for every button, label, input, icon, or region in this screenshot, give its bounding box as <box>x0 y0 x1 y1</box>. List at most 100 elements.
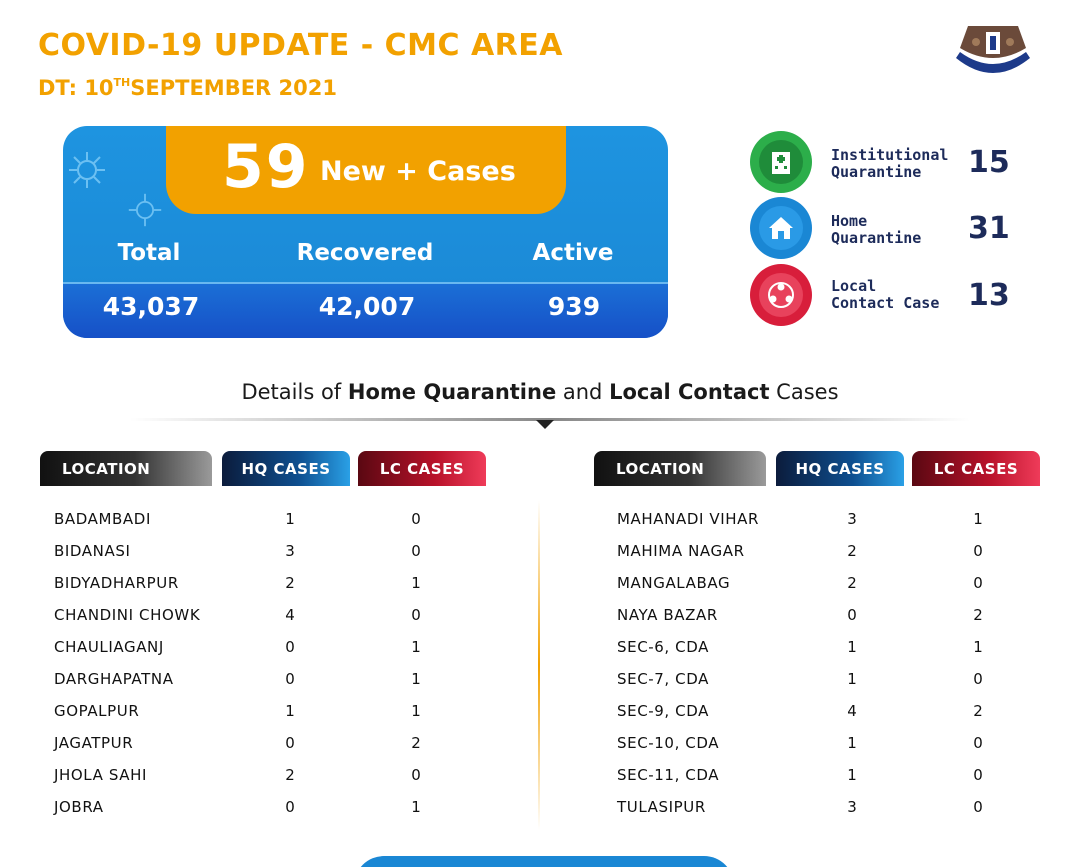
active-value: 939 <box>547 292 601 321</box>
lc-cases-cell: 0 <box>411 766 421 784</box>
lc-cases-cell: 0 <box>973 574 983 592</box>
hq-cases-cell: 1 <box>285 510 295 528</box>
lc-cases-cell: 1 <box>411 702 421 720</box>
institutional-quarantine-value: 15 <box>968 145 1010 180</box>
recovered-label: Recovered <box>296 240 434 266</box>
hq-cases-cell: 4 <box>847 702 857 720</box>
table-row: GOPALPUR 1 1 <box>54 702 514 732</box>
lc-cases-cell: 2 <box>411 734 421 752</box>
new-cases-banner: 59 New + Cases <box>166 126 566 214</box>
hq-cases-cell: 0 <box>285 638 295 656</box>
location-cell: JOBRA <box>54 798 104 816</box>
page-title: COVID-19 UPDATE - CMC AREA <box>38 28 563 63</box>
location-cell: BADAMBADI <box>54 510 151 528</box>
table-row: BIDANASI 3 0 <box>54 542 514 572</box>
hq-cases-cell: 1 <box>847 734 857 752</box>
location-cell: SEC-7, CDA <box>617 670 709 688</box>
home-quarantine-value: 31 <box>968 211 1010 246</box>
local-contact-value: 13 <box>968 278 1010 313</box>
summary-card: 59 New + Cases Total Recovered Active 43… <box>63 126 668 338</box>
hq-cases-cell: 0 <box>285 798 295 816</box>
hq-cases-cell: 4 <box>285 606 295 624</box>
table-row: SEC-7, CDA 1 0 <box>617 670 1077 700</box>
cmc-logo <box>956 26 1030 73</box>
location-cell: JHOLA SAHI <box>54 766 148 784</box>
lc-cases-cell: 1 <box>411 638 421 656</box>
table-row: BADAMBADI 1 0 <box>54 510 514 540</box>
hq-cases-cell: 3 <box>847 798 857 816</box>
footer-banner <box>354 856 734 867</box>
institutional-quarantine-stat: Institutional Quarantine 15 <box>750 131 1040 195</box>
hq-cases-cell: 2 <box>847 542 857 560</box>
people-icon <box>759 273 803 317</box>
hq-cases-cell: 1 <box>285 702 295 720</box>
hq-cases-cell: 2 <box>285 574 295 592</box>
location-cell: DARGHAPATNA <box>54 670 174 688</box>
location-cell: MANGALABAG <box>617 574 731 592</box>
table-separator <box>538 500 540 830</box>
report-date: DT: 10THSEPTEMBER 2021 <box>38 76 337 100</box>
hq-cases-cell: 0 <box>847 606 857 624</box>
lc-cases-cell: 0 <box>973 542 983 560</box>
left-location-header: LOCATION <box>40 451 212 486</box>
right-lc-header: LC CASES <box>912 451 1040 486</box>
table-row: BIDYADHARPUR 2 1 <box>54 574 514 604</box>
lc-cases-cell: 2 <box>973 702 983 720</box>
lc-cases-cell: 0 <box>973 798 983 816</box>
table-row: MANGALABAG 2 0 <box>617 574 1077 604</box>
total-value: 43,037 <box>102 292 200 321</box>
lc-cases-cell: 1 <box>411 798 421 816</box>
divider <box>130 418 970 421</box>
location-cell: MAHANADI VIHAR <box>617 510 760 528</box>
virus-decoration-icon <box>128 193 162 227</box>
summary-values-band <box>63 282 668 338</box>
location-cell: BIDANASI <box>54 542 131 560</box>
table-row: SEC-6, CDA 1 1 <box>617 638 1077 668</box>
table-row: NAYA BAZAR 0 2 <box>617 606 1077 636</box>
lc-cases-cell: 1 <box>973 638 983 656</box>
lc-cases-cell: 1 <box>973 510 983 528</box>
lc-cases-cell: 0 <box>973 766 983 784</box>
recovered-value: 42,007 <box>318 292 416 321</box>
location-cell: JAGATPUR <box>54 734 134 752</box>
location-cell: NAYA BAZAR <box>617 606 718 624</box>
right-location-header: LOCATION <box>594 451 766 486</box>
lc-cases-cell: 0 <box>411 606 421 624</box>
details-heading: Details of Home Quarantine and Local Con… <box>241 380 839 404</box>
table-row: MAHIMA NAGAR 2 0 <box>617 542 1077 572</box>
table-row: SEC-10, CDA 1 0 <box>617 734 1077 764</box>
hq-cases-cell: 2 <box>847 574 857 592</box>
hq-cases-cell: 2 <box>285 766 295 784</box>
hq-cases-cell: 3 <box>847 510 857 528</box>
home-icon <box>759 206 803 250</box>
table-row: CHANDINI CHOWK 4 0 <box>54 606 514 636</box>
lc-cases-cell: 0 <box>411 542 421 560</box>
table-row: JOBRA 0 1 <box>54 798 514 828</box>
location-cell: SEC-6, CDA <box>617 638 709 656</box>
location-cell: BIDYADHARPUR <box>54 574 179 592</box>
new-cases-label: New + Cases <box>320 156 516 187</box>
lc-cases-cell: 1 <box>411 670 421 688</box>
hospital-icon <box>759 140 803 184</box>
table-row: SEC-11, CDA 1 0 <box>617 766 1077 796</box>
table-row: DARGHAPATNA 0 1 <box>54 670 514 700</box>
lc-cases-cell: 0 <box>411 510 421 528</box>
home-quarantine-stat: Home Quarantine 31 <box>750 197 1040 261</box>
table-row: JHOLA SAHI 2 0 <box>54 766 514 796</box>
table-row: CHAULIAGANJ 0 1 <box>54 638 514 668</box>
lc-cases-cell: 0 <box>973 670 983 688</box>
active-label: Active <box>532 240 614 266</box>
virus-decoration-icon <box>69 152 105 188</box>
local-contact-stat: Local Contact Case 13 <box>750 264 1040 328</box>
location-cell: SEC-9, CDA <box>617 702 709 720</box>
location-cell: GOPALPUR <box>54 702 140 720</box>
left-hq-header: HQ CASES <box>222 451 350 486</box>
lc-cases-cell: 0 <box>973 734 983 752</box>
location-cell: CHANDINI CHOWK <box>54 606 201 624</box>
location-cell: MAHIMA NAGAR <box>617 542 745 560</box>
lc-cases-cell: 2 <box>973 606 983 624</box>
location-cell: CHAULIAGANJ <box>54 638 164 656</box>
hq-cases-cell: 1 <box>847 638 857 656</box>
divider-pointer <box>536 420 554 429</box>
lc-cases-cell: 1 <box>411 574 421 592</box>
